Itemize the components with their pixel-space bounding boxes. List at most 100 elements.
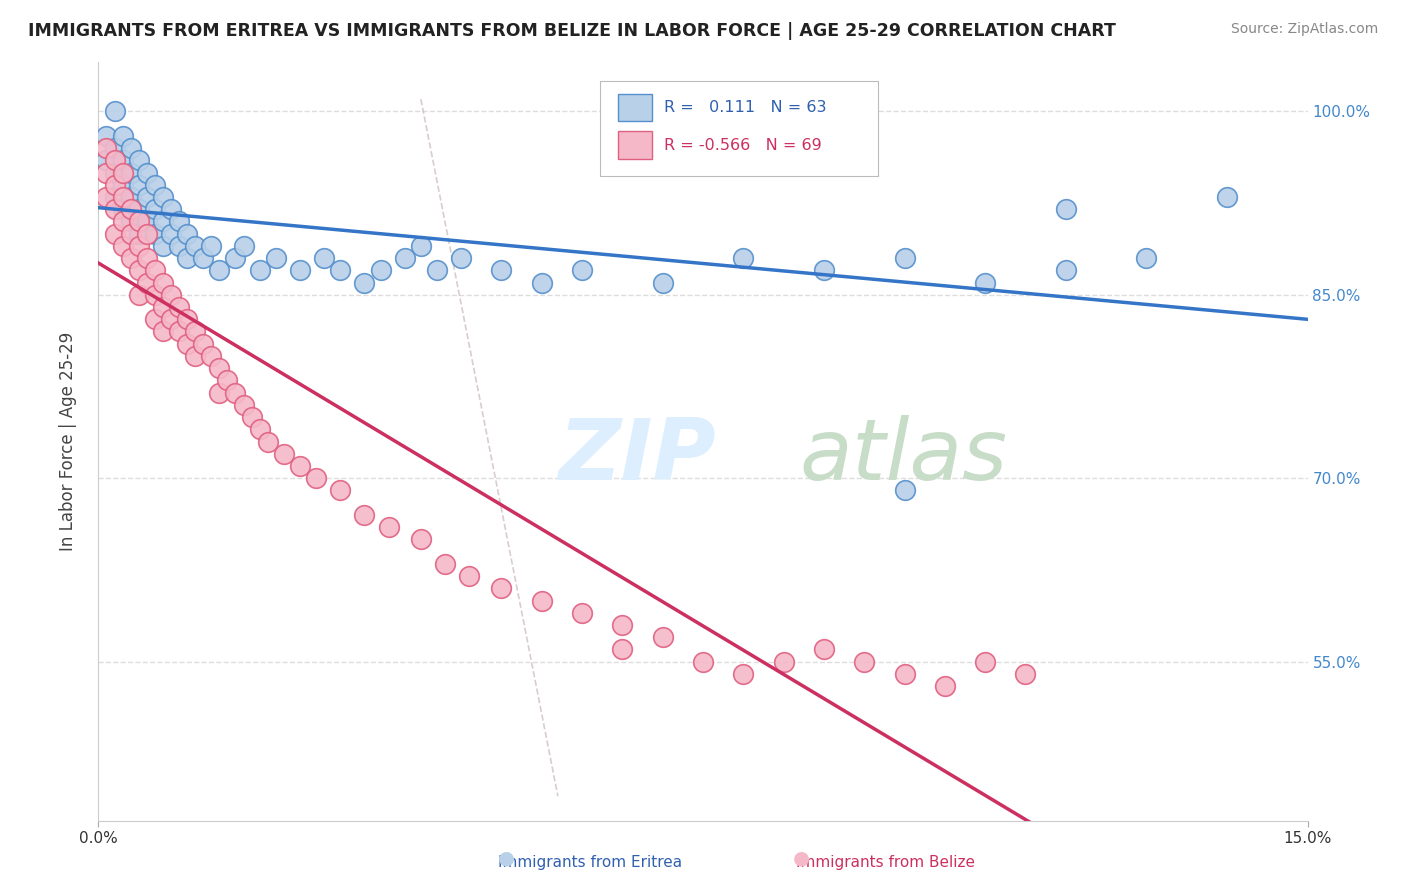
Point bbox=[152, 190, 174, 204]
Point bbox=[458, 569, 481, 583]
Point bbox=[96, 128, 118, 143]
Point bbox=[224, 385, 246, 400]
Point bbox=[143, 202, 166, 217]
Point bbox=[288, 458, 311, 473]
Point bbox=[111, 190, 134, 204]
Point bbox=[193, 336, 215, 351]
Text: ●: ● bbox=[498, 848, 515, 867]
Point bbox=[217, 373, 239, 387]
Point bbox=[143, 227, 166, 241]
Point bbox=[120, 190, 142, 204]
Point bbox=[651, 630, 673, 644]
Point bbox=[120, 202, 142, 217]
Point bbox=[305, 471, 328, 485]
Bar bbox=[619, 94, 652, 120]
Point bbox=[450, 251, 472, 265]
Point bbox=[103, 202, 125, 217]
Point bbox=[733, 251, 755, 265]
Point bbox=[120, 251, 142, 265]
Point bbox=[111, 153, 134, 168]
Point bbox=[160, 312, 183, 326]
Point bbox=[1216, 190, 1239, 204]
Point bbox=[103, 165, 125, 179]
Point bbox=[288, 263, 311, 277]
Point bbox=[377, 520, 399, 534]
Point bbox=[273, 447, 295, 461]
Point bbox=[571, 263, 593, 277]
Point bbox=[893, 666, 915, 681]
Point bbox=[249, 422, 271, 436]
Text: Immigrants from Eritrea: Immigrants from Eritrea bbox=[499, 855, 682, 870]
Point bbox=[264, 251, 287, 265]
Text: Source: ZipAtlas.com: Source: ZipAtlas.com bbox=[1230, 22, 1378, 37]
Point bbox=[128, 263, 150, 277]
Point bbox=[772, 655, 794, 669]
Point bbox=[152, 214, 174, 228]
Point bbox=[128, 153, 150, 168]
Point bbox=[143, 312, 166, 326]
Point bbox=[813, 642, 835, 657]
Point bbox=[200, 239, 222, 253]
Point bbox=[96, 153, 118, 168]
Point bbox=[111, 128, 134, 143]
Point bbox=[176, 227, 198, 241]
Point bbox=[193, 251, 215, 265]
Point bbox=[128, 214, 150, 228]
Point bbox=[651, 276, 673, 290]
Point bbox=[1014, 666, 1036, 681]
Point bbox=[135, 165, 157, 179]
Point bbox=[612, 618, 634, 632]
Text: IMMIGRANTS FROM ERITREA VS IMMIGRANTS FROM BELIZE IN LABOR FORCE | AGE 25-29 COR: IMMIGRANTS FROM ERITREA VS IMMIGRANTS FR… bbox=[28, 22, 1116, 40]
Point bbox=[426, 263, 449, 277]
Point bbox=[208, 385, 231, 400]
Point bbox=[232, 398, 254, 412]
Point bbox=[184, 349, 207, 363]
Point bbox=[111, 214, 134, 228]
FancyBboxPatch shape bbox=[600, 81, 879, 177]
Point bbox=[111, 239, 134, 253]
Point bbox=[224, 251, 246, 265]
Point bbox=[208, 361, 231, 376]
Y-axis label: In Labor Force | Age 25-29: In Labor Force | Age 25-29 bbox=[59, 332, 77, 551]
Point bbox=[103, 141, 125, 155]
Point bbox=[135, 214, 157, 228]
Bar bbox=[619, 131, 652, 159]
Point bbox=[103, 104, 125, 119]
Point bbox=[152, 239, 174, 253]
Point bbox=[143, 178, 166, 192]
Point bbox=[612, 642, 634, 657]
Point bbox=[167, 300, 190, 314]
Point bbox=[135, 227, 157, 241]
Point bbox=[143, 287, 166, 301]
Point bbox=[394, 251, 416, 265]
Point bbox=[143, 263, 166, 277]
Point bbox=[167, 214, 190, 228]
Point bbox=[152, 276, 174, 290]
Point bbox=[530, 276, 553, 290]
Point bbox=[128, 287, 150, 301]
Point bbox=[491, 263, 513, 277]
Point bbox=[353, 276, 375, 290]
Point bbox=[128, 202, 150, 217]
Point bbox=[571, 606, 593, 620]
Point bbox=[530, 593, 553, 607]
Point bbox=[135, 190, 157, 204]
Point bbox=[176, 312, 198, 326]
Point bbox=[329, 263, 352, 277]
Point bbox=[96, 141, 118, 155]
Point bbox=[893, 251, 915, 265]
Text: ZIP: ZIP bbox=[558, 415, 716, 499]
Point bbox=[103, 178, 125, 192]
Point bbox=[893, 483, 915, 498]
Point bbox=[135, 276, 157, 290]
Point bbox=[434, 557, 457, 571]
Text: Immigrants from Belize: Immigrants from Belize bbox=[796, 855, 976, 870]
Point bbox=[934, 679, 956, 693]
Point bbox=[249, 263, 271, 277]
Text: R =   0.111   N = 63: R = 0.111 N = 63 bbox=[664, 100, 827, 115]
Point bbox=[353, 508, 375, 522]
Point bbox=[409, 239, 432, 253]
Point bbox=[200, 349, 222, 363]
Point bbox=[370, 263, 392, 277]
Point bbox=[160, 287, 183, 301]
